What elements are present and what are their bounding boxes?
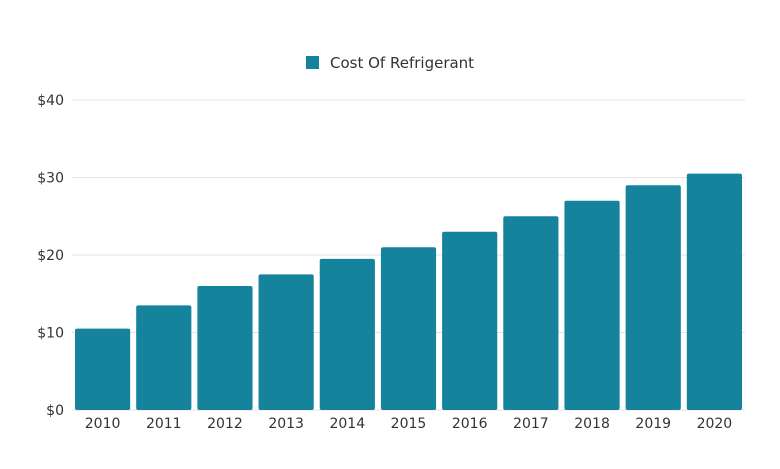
bar-2017 bbox=[503, 216, 559, 410]
y-axis: $0 $10 $20 $30 $40 bbox=[37, 93, 64, 419]
bar-2018 bbox=[564, 200, 620, 410]
x-tick-label: 2017 bbox=[513, 416, 549, 432]
x-tick-label: 2010 bbox=[85, 416, 121, 432]
x-tick-label: 2013 bbox=[268, 416, 304, 432]
bar-2016 bbox=[442, 231, 498, 410]
bar-2015 bbox=[380, 247, 437, 410]
bar-2019 bbox=[625, 185, 681, 410]
bar-2014 bbox=[319, 258, 375, 410]
bar-2011 bbox=[136, 305, 192, 410]
x-tick-label: 2011 bbox=[146, 416, 182, 432]
x-tick-label: 2020 bbox=[697, 416, 733, 432]
y-tick-label: $10 bbox=[37, 326, 64, 342]
y-tick-label: $0 bbox=[46, 403, 64, 419]
x-tick-label: 2014 bbox=[329, 416, 365, 432]
bar-2010 bbox=[75, 328, 131, 410]
bar-2012 bbox=[197, 286, 253, 410]
y-tick-label: $30 bbox=[37, 171, 64, 187]
x-tick-label: 2015 bbox=[391, 416, 427, 432]
legend-swatch bbox=[306, 56, 319, 69]
legend: Cost Of Refrigerant bbox=[306, 54, 474, 72]
legend-label: Cost Of Refrigerant bbox=[330, 54, 474, 72]
bar-2013 bbox=[258, 274, 314, 410]
x-tick-label: 2018 bbox=[574, 416, 610, 432]
x-tick-label: 2019 bbox=[635, 416, 671, 432]
x-tick-label: 2012 bbox=[207, 416, 243, 432]
y-tick-label: $20 bbox=[37, 248, 64, 264]
x-tick-label: 2016 bbox=[452, 416, 488, 432]
x-axis: 2010 2011 2012 2013 2014 2015 2016 2017 2018 2019… bbox=[85, 416, 732, 432]
bars bbox=[75, 173, 742, 410]
bar-2020 bbox=[686, 173, 742, 410]
y-tick-label: $40 bbox=[37, 93, 64, 109]
